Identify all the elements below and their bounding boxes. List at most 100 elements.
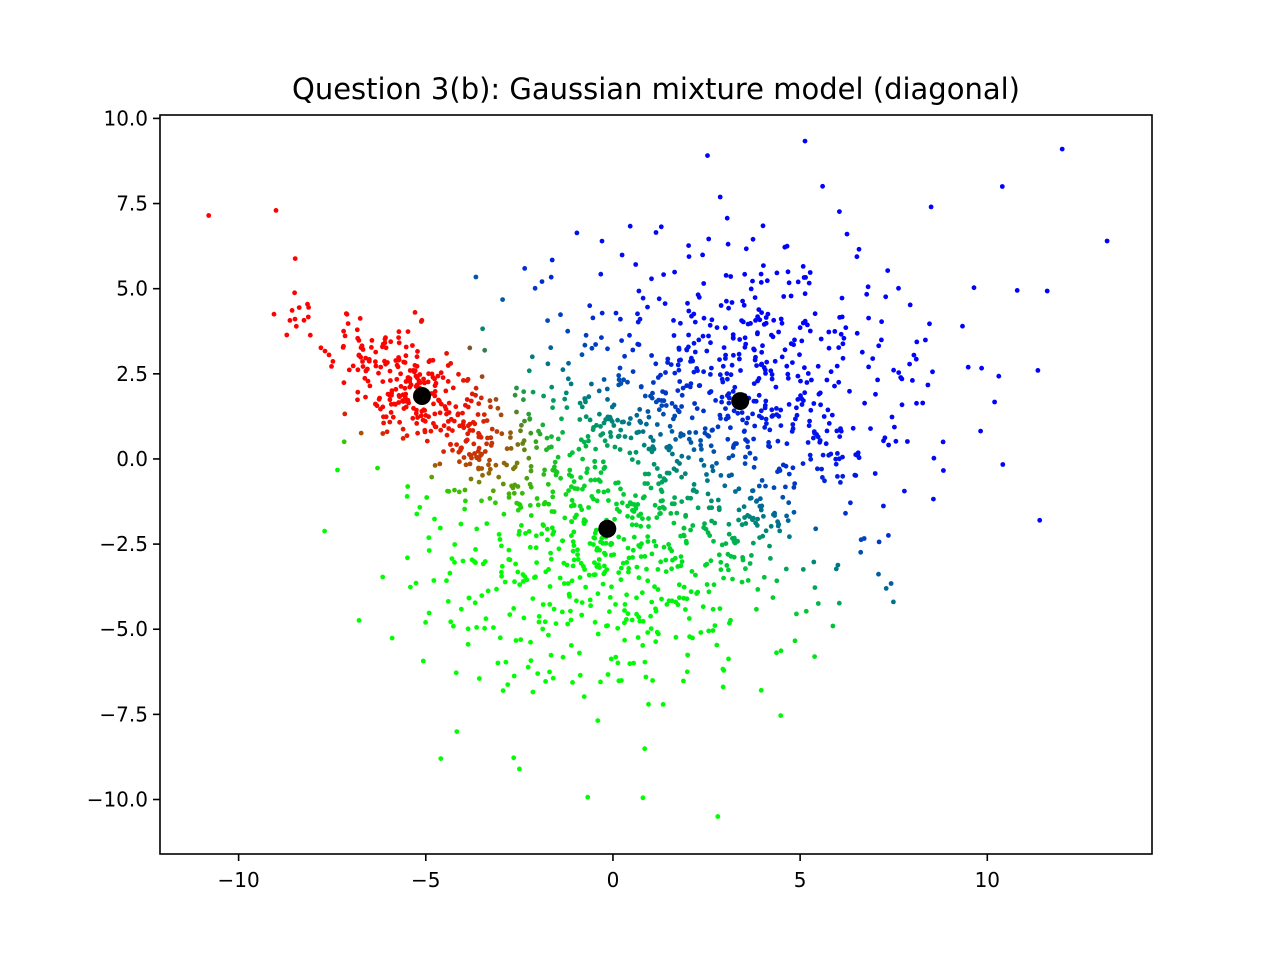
scatter-point	[550, 405, 555, 411]
scatter-point	[547, 584, 553, 589]
scatter-point	[508, 446, 514, 451]
scatter-point	[499, 573, 504, 579]
scatter-point	[654, 466, 660, 471]
scatter-point	[346, 367, 352, 373]
scatter-point	[742, 335, 748, 341]
scatter-point	[540, 626, 546, 632]
scatter-point	[670, 451, 675, 457]
scatter-point	[474, 455, 480, 461]
scatter-point	[672, 370, 678, 376]
cluster-center-point	[731, 392, 750, 411]
scatter-point	[471, 441, 477, 447]
scatter-point	[687, 430, 692, 435]
scatter-point	[397, 419, 402, 425]
scatter-point	[579, 404, 585, 410]
scatter-point	[428, 428, 434, 434]
scatter-point	[708, 443, 714, 449]
scatter-point	[389, 635, 395, 641]
scatter-point	[741, 504, 747, 510]
scatter-point	[696, 294, 702, 300]
scatter-point	[783, 484, 788, 490]
scatter-point	[467, 461, 473, 467]
scatter-point	[763, 416, 769, 422]
scatter-point	[753, 318, 758, 323]
scatter-point	[815, 601, 821, 606]
scatter-point	[739, 579, 745, 585]
scatter-point	[463, 462, 469, 468]
scatter-point	[341, 343, 346, 349]
scatter-point	[695, 589, 701, 595]
scatter-point	[548, 274, 554, 280]
x-tick-label: 10	[975, 868, 1000, 892]
scatter-point	[611, 552, 617, 557]
scatter-point	[684, 383, 690, 389]
scatter-point	[666, 542, 671, 547]
scatter-point	[600, 459, 606, 465]
scatter-point	[601, 377, 607, 382]
scatter-point	[800, 264, 806, 269]
scatter-point	[451, 623, 456, 629]
scatter-point	[292, 316, 298, 322]
scatter-point	[614, 501, 619, 507]
scatter-point	[656, 296, 662, 302]
scatter-point	[387, 419, 393, 425]
scatter-point	[380, 404, 386, 410]
scatter-point	[703, 526, 709, 532]
scatter-point	[446, 400, 452, 406]
scatter-point	[784, 441, 790, 447]
scatter-point	[631, 534, 637, 540]
scatter-point	[633, 506, 639, 511]
scatter-point	[463, 498, 468, 504]
scatter-point	[758, 507, 764, 513]
scatter-point	[646, 471, 651, 477]
scatter-point	[891, 599, 896, 605]
scatter-point	[585, 794, 591, 800]
scatter-point	[398, 384, 404, 389]
scatter-point	[718, 303, 724, 308]
scatter-point	[621, 377, 626, 383]
scatter-point	[677, 595, 682, 601]
scatter-point	[564, 405, 570, 410]
scatter-point	[755, 330, 760, 336]
scatter-point	[568, 503, 574, 509]
scatter-point	[481, 419, 486, 424]
scatter-point	[758, 362, 764, 368]
scatter-point	[864, 291, 870, 297]
scatter-point	[549, 257, 555, 263]
scatter-point	[473, 274, 479, 280]
scatter-point	[571, 557, 577, 563]
scatter-point	[553, 472, 559, 478]
scatter-point	[779, 320, 785, 326]
scatter-point	[565, 328, 571, 334]
scatter-point	[671, 520, 677, 526]
scatter-point	[375, 465, 380, 471]
scatter-point	[400, 398, 405, 404]
scatter-point	[578, 475, 583, 480]
scatter-point	[710, 628, 716, 633]
scatter-point	[444, 432, 450, 438]
scatter-point	[599, 310, 605, 316]
scatter-point	[743, 246, 749, 252]
scatter-point	[438, 370, 444, 376]
scatter-point	[807, 270, 813, 275]
scatter-point	[206, 213, 212, 218]
scatter-point	[576, 446, 582, 452]
scatter-point	[868, 426, 873, 431]
scatter-point	[407, 379, 413, 384]
scatter-point	[612, 444, 618, 450]
scatter-point	[355, 367, 361, 373]
scatter-point	[680, 385, 686, 391]
scatter-point	[766, 443, 771, 449]
scatter-point	[673, 437, 678, 442]
scatter-point	[757, 317, 763, 323]
scatter-point	[616, 377, 622, 383]
scatter-point	[546, 567, 551, 572]
scatter-point	[888, 581, 894, 586]
scatter-point	[793, 416, 798, 422]
scatter-point	[657, 473, 663, 479]
scatter-point	[775, 469, 780, 475]
scatter-point	[590, 427, 596, 433]
scatter-point	[999, 184, 1005, 189]
scatter-point	[636, 513, 642, 518]
scatter-point	[350, 363, 356, 369]
